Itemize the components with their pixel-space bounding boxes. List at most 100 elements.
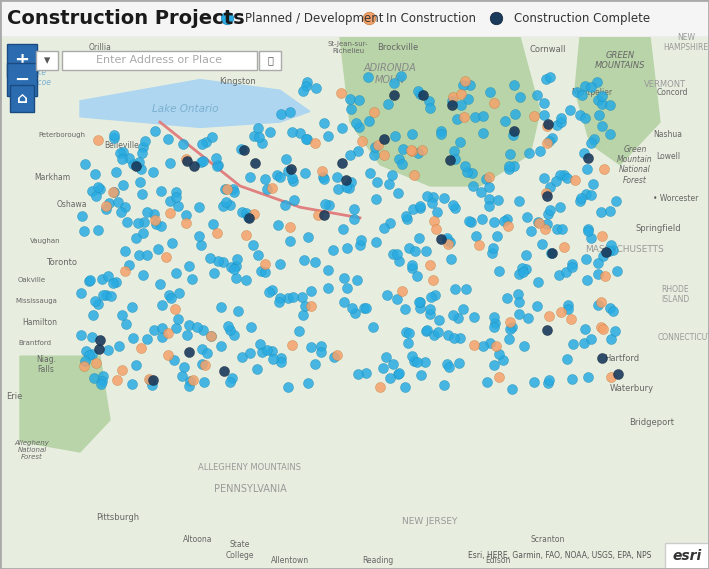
Point <box>86 332 97 341</box>
Point <box>554 171 565 180</box>
Point <box>172 201 184 211</box>
Point <box>341 175 352 184</box>
Point <box>445 254 457 263</box>
Point <box>298 310 309 319</box>
Point <box>538 98 549 107</box>
Point <box>354 240 366 249</box>
Point <box>353 96 364 105</box>
Point <box>401 328 412 337</box>
Point <box>299 302 311 311</box>
Point <box>91 192 102 201</box>
Point <box>342 243 353 252</box>
Point <box>489 361 500 370</box>
Point <box>524 149 535 158</box>
Point <box>256 139 267 148</box>
Point <box>386 170 397 179</box>
Text: Esri, HERE, Garmin, FAO, NOAA, USGS, EPA, NPS: Esri, HERE, Garmin, FAO, NOAA, USGS, EPA… <box>468 551 652 560</box>
Point <box>508 126 520 135</box>
Point <box>415 370 427 380</box>
Text: Hamilton: Hamilton <box>23 318 57 327</box>
Point <box>411 271 423 281</box>
Point <box>603 246 615 255</box>
Point <box>222 184 233 193</box>
Text: Bridgeport: Bridgeport <box>630 418 674 427</box>
Point <box>286 127 298 137</box>
Point <box>490 341 501 351</box>
Point <box>517 263 528 272</box>
Point <box>424 103 435 112</box>
Point <box>482 377 493 386</box>
Point <box>298 86 309 96</box>
Point <box>76 288 87 297</box>
Point <box>541 325 552 335</box>
Point <box>484 87 496 96</box>
Point <box>596 91 607 100</box>
Point <box>141 250 152 259</box>
Point <box>332 184 343 193</box>
Text: Concord: Concord <box>657 88 688 97</box>
Point <box>442 239 454 248</box>
Point <box>536 240 547 249</box>
Point <box>83 276 94 285</box>
Point <box>242 213 253 222</box>
Point <box>138 229 149 238</box>
Point <box>220 197 232 206</box>
Point <box>83 351 94 360</box>
Point <box>413 297 425 306</box>
Point <box>328 352 340 361</box>
Point <box>493 372 505 381</box>
Point <box>337 225 349 234</box>
Text: Lowell: Lowell <box>656 152 680 160</box>
Point <box>414 89 425 98</box>
Point <box>168 356 179 365</box>
Point <box>211 161 223 170</box>
Point <box>605 303 616 312</box>
Point <box>461 167 472 176</box>
Point <box>586 234 597 243</box>
Point <box>155 279 166 288</box>
Point <box>538 174 549 183</box>
Point <box>344 94 355 103</box>
Point <box>427 275 438 284</box>
Point <box>604 207 615 216</box>
Point <box>488 312 499 321</box>
Point <box>200 361 211 370</box>
Point <box>137 271 148 280</box>
Point <box>287 292 298 302</box>
Text: ADIRONDA
MOUN: ADIRONDA MOUN <box>364 63 416 85</box>
Point <box>237 207 248 216</box>
Point <box>551 176 562 185</box>
Point <box>196 345 208 354</box>
Text: Allegheny
National
Forest: Allegheny National Forest <box>15 440 50 460</box>
Point <box>449 284 460 294</box>
Point <box>198 377 209 386</box>
Point <box>384 373 396 382</box>
Point <box>503 164 515 174</box>
Point <box>201 138 212 147</box>
Point <box>150 126 161 135</box>
Point <box>605 240 617 249</box>
Point <box>173 288 184 298</box>
Point <box>604 100 615 109</box>
Point <box>457 81 469 90</box>
Point <box>170 323 182 332</box>
Point <box>579 324 591 333</box>
Point <box>391 250 403 259</box>
Point <box>140 137 151 146</box>
Point <box>586 83 597 92</box>
Text: Toronto: Toronto <box>47 258 77 267</box>
Point <box>545 205 556 215</box>
Point <box>318 118 330 127</box>
Point <box>311 84 322 93</box>
Point <box>420 326 432 335</box>
Point <box>207 219 218 228</box>
Point <box>591 77 603 86</box>
Point <box>121 217 133 226</box>
Point <box>454 138 465 147</box>
Point <box>345 178 357 187</box>
Text: Scranton: Scranton <box>531 535 565 544</box>
Point <box>576 193 587 203</box>
Point <box>508 131 519 140</box>
Point <box>205 331 216 340</box>
Point <box>239 146 250 155</box>
